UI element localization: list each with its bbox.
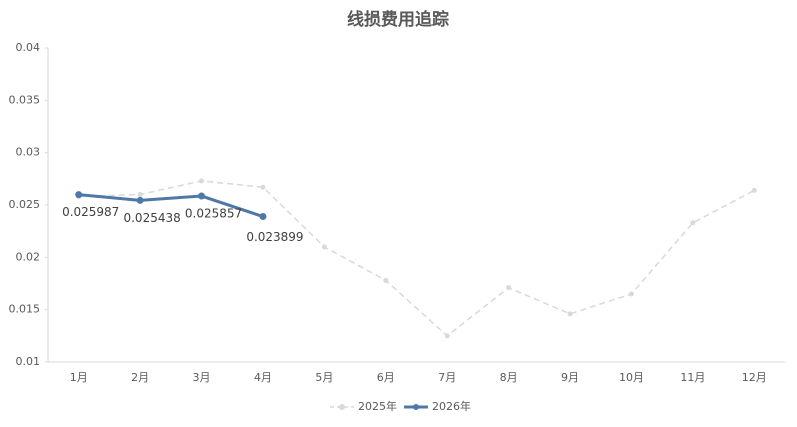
point xyxy=(321,244,327,250)
legend-marker xyxy=(413,404,419,410)
x-tick-label: 7月 xyxy=(438,371,456,384)
y-tick-label: 0.025 xyxy=(9,198,41,211)
x-tick-label: 12月 xyxy=(742,371,767,384)
series-line xyxy=(78,180,755,337)
point xyxy=(751,187,757,193)
series-line xyxy=(78,193,264,218)
y-tick-label: 0.02 xyxy=(16,250,41,263)
legend-label: 2026年 xyxy=(432,399,471,413)
point xyxy=(259,213,267,221)
point xyxy=(198,192,206,200)
x-tick-label: 4月 xyxy=(254,371,272,384)
point xyxy=(628,291,634,297)
x-tick-label: 2月 xyxy=(131,371,149,384)
x-tick-label: 9月 xyxy=(561,371,579,384)
x-tick-label: 6月 xyxy=(377,371,395,384)
point xyxy=(136,196,144,204)
legend-marker xyxy=(339,404,345,410)
data-label: 0.025857 xyxy=(185,207,242,221)
y-tick-label: 0.035 xyxy=(9,93,41,106)
point xyxy=(137,192,143,198)
y-tick-label: 0.015 xyxy=(9,303,41,316)
x-tick-label: 8月 xyxy=(500,371,518,384)
x-tick-label: 1月 xyxy=(70,371,88,384)
x-tick-label: 11月 xyxy=(680,371,705,384)
point xyxy=(567,311,573,317)
point xyxy=(75,191,83,199)
x-tick-label: 10月 xyxy=(619,371,644,384)
point xyxy=(383,277,389,283)
chart-title: 线损费用追踪 xyxy=(347,9,449,30)
point xyxy=(199,178,205,184)
data-label: 0.025438 xyxy=(123,211,180,225)
y-tick-label: 0.01 xyxy=(16,355,41,368)
data-label: 0.025987 xyxy=(62,205,119,219)
legend-label: 2025年 xyxy=(358,399,397,413)
point xyxy=(260,184,266,190)
x-tick-label: 5月 xyxy=(315,371,333,384)
y-tick-label: 0.04 xyxy=(16,41,41,54)
point xyxy=(444,333,450,339)
y-tick-label: 0.03 xyxy=(16,146,41,159)
data-label: 0.023899 xyxy=(246,230,303,244)
point xyxy=(690,220,696,226)
x-tick-label: 3月 xyxy=(193,371,211,384)
point xyxy=(506,285,512,291)
